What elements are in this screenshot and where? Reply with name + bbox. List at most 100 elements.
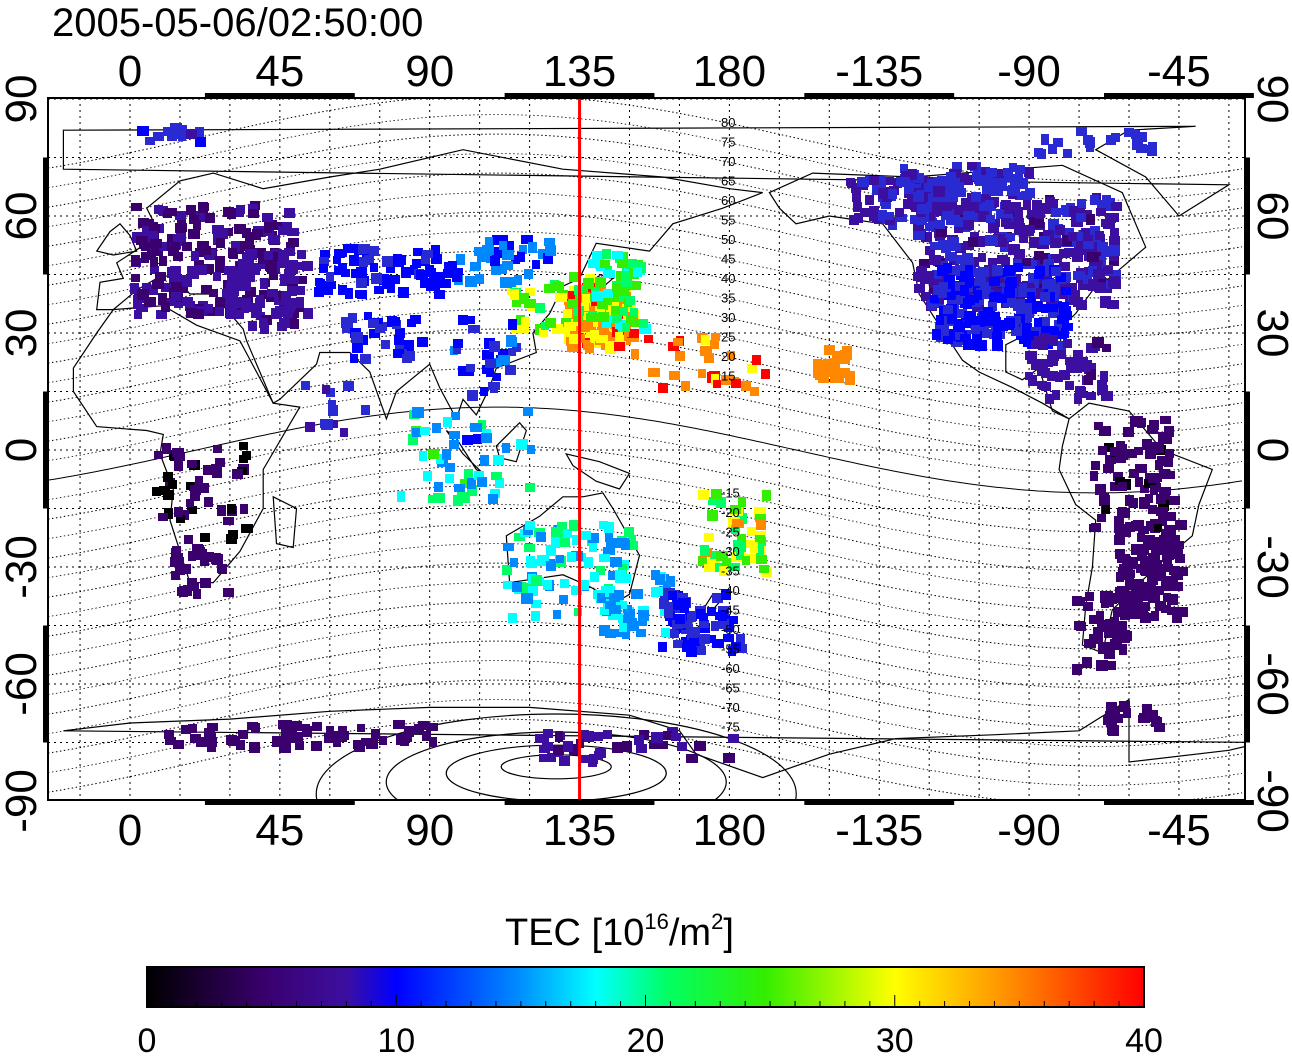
maglat-label: 20 <box>721 349 735 364</box>
tec-pixel <box>922 193 932 203</box>
tec-pixel <box>951 288 963 299</box>
maglat-label: 55 <box>721 212 735 227</box>
tec-pixel <box>681 381 690 391</box>
tec-pixel <box>1100 371 1108 382</box>
tec-pixel <box>583 278 594 289</box>
tec-pixel <box>649 741 660 749</box>
lat-tick-label-right: 90 <box>1248 75 1292 124</box>
tec-pixel <box>506 337 517 347</box>
tec-pixel <box>1095 632 1103 642</box>
tec-pixel <box>338 285 347 295</box>
tec-pixel <box>754 507 766 518</box>
maglat-label: 15 <box>721 368 735 383</box>
tec-pixel <box>201 203 209 211</box>
tec-pixel <box>971 192 981 202</box>
tec-pixel <box>543 580 552 590</box>
tec-pixel <box>952 162 962 172</box>
tec-pixel <box>1015 192 1025 200</box>
tec-pixel <box>629 281 641 290</box>
frame-bar <box>1245 391 1250 509</box>
tec-pixel <box>215 256 225 266</box>
tec-pixel <box>137 304 146 312</box>
tec-pixel <box>379 736 387 745</box>
tec-pixel <box>596 566 605 575</box>
tec-pixel <box>1055 373 1063 382</box>
tec-pixel <box>1119 529 1131 537</box>
tec-pixel <box>1168 535 1180 545</box>
tec-pixel <box>895 208 904 217</box>
tec-pixel <box>247 722 258 730</box>
tec-pixel <box>1172 542 1181 552</box>
tec-pixel <box>1117 593 1126 602</box>
tec-pixel <box>557 522 567 531</box>
tec-pixel <box>631 319 640 327</box>
maglat-contour <box>48 679 1243 767</box>
tec-pixel <box>393 720 405 729</box>
tec-pixel <box>442 449 451 460</box>
tec-pixel <box>302 261 313 271</box>
tec-pixel <box>195 127 204 137</box>
tec-pixel <box>1106 702 1117 712</box>
tec-pixel <box>195 476 203 484</box>
tec-pixel <box>1005 213 1013 222</box>
tec-pixel <box>253 305 262 313</box>
tec-pixel <box>941 325 949 336</box>
tec-pixel <box>343 381 354 391</box>
tec-pixel <box>1142 602 1150 611</box>
tec-pixel <box>434 482 443 492</box>
tec-pixel <box>612 283 622 292</box>
tec-pixel <box>556 555 564 563</box>
frame-bar <box>204 93 355 98</box>
tec-pixel <box>603 270 615 278</box>
maglat-contour <box>48 426 1243 513</box>
tec-pixel <box>1134 587 1143 596</box>
tec-pixel <box>699 613 708 621</box>
tec-pixel <box>1149 420 1159 430</box>
tec-pixel <box>1092 260 1103 269</box>
tec-pixel <box>704 353 714 363</box>
tec-pixel <box>1107 213 1119 222</box>
tec-pixel <box>1052 231 1061 240</box>
tec-pixel <box>1123 708 1131 718</box>
tec-pixel <box>482 350 494 360</box>
tec-pixel <box>999 182 1007 191</box>
tec-pixel <box>1125 522 1135 532</box>
tec-pixel <box>177 587 186 596</box>
tec-pixel <box>286 727 297 737</box>
tec-pixel <box>584 557 593 568</box>
tec-pixel <box>622 741 632 752</box>
tec-pixel <box>1066 363 1077 373</box>
tec-pixel <box>721 589 731 600</box>
tec-pixel <box>955 265 965 276</box>
tec-pixel <box>225 294 234 305</box>
tec-pixel <box>1034 210 1045 218</box>
tec-pixel <box>404 726 414 737</box>
tec-pixel <box>512 582 522 592</box>
tec-pixel <box>477 253 488 262</box>
tec-pixel <box>1051 208 1061 217</box>
tec-pixel <box>401 267 411 278</box>
tec-pixel <box>585 343 594 353</box>
tec-pixel <box>467 478 476 489</box>
tec-pixel <box>342 323 353 333</box>
tec-pixel <box>491 472 502 480</box>
tec-pixel <box>321 419 333 430</box>
tec-pixel <box>1011 327 1022 336</box>
tec-pixel <box>615 570 626 580</box>
tec-pixel <box>421 255 430 264</box>
tec-pixel <box>624 527 634 537</box>
tec-pixel <box>849 215 859 225</box>
tec-pixel <box>605 601 616 609</box>
tec-pixel <box>1146 590 1157 598</box>
tec-pixel <box>677 742 687 751</box>
tec-pixel <box>188 551 196 561</box>
tec-pixel <box>1161 533 1170 544</box>
tec-pixel <box>1159 469 1170 479</box>
tec-pixel <box>291 732 303 743</box>
tec-pixel <box>1157 494 1166 504</box>
tec-pixel <box>277 322 287 331</box>
tec-pixel <box>631 589 643 599</box>
maglat-label: 65 <box>721 173 735 188</box>
tec-pixel <box>613 629 623 637</box>
tec-pixel <box>1129 498 1138 508</box>
